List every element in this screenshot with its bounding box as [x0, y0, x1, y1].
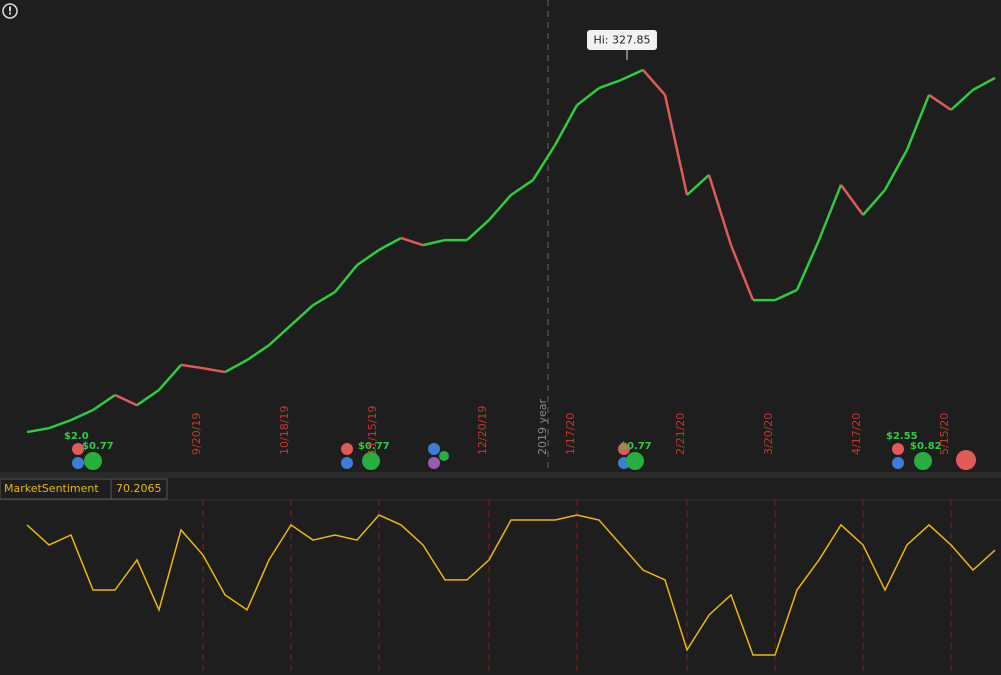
- alert-icon[interactable]: [2, 3, 18, 19]
- alert-icon-mark: !: [7, 5, 12, 18]
- dividend-icon[interactable]: [439, 451, 449, 461]
- price-segment: [356, 248, 380, 267]
- price-segment: [48, 418, 72, 430]
- price-segment: [663, 94, 689, 196]
- event-label: $0.82: [910, 441, 942, 452]
- price-segment: [26, 426, 50, 434]
- earnings-icon[interactable]: [341, 443, 353, 455]
- price-segment: [729, 244, 755, 301]
- price-segment: [686, 174, 710, 196]
- price-segment: [400, 236, 424, 247]
- event-label: $2.55: [886, 431, 918, 442]
- price-segment: [312, 290, 336, 307]
- sentiment-panel: [0, 478, 1001, 675]
- x-date-label: 2/21/20: [674, 413, 687, 455]
- price-segment: [202, 366, 226, 374]
- year-label: 2019 year: [536, 398, 549, 455]
- dividend-icon[interactable]: [626, 452, 644, 470]
- price-segment: [950, 88, 974, 111]
- price-segment: [883, 149, 909, 191]
- price-segment: [158, 364, 182, 391]
- earnings-icon[interactable]: [892, 443, 904, 455]
- dividend-icon[interactable]: [914, 452, 932, 470]
- price-segment: [642, 69, 666, 96]
- x-date-label: 3/20/20: [762, 413, 775, 455]
- price-segment: [620, 68, 644, 82]
- price-segment: [576, 87, 600, 107]
- price-segment: [862, 189, 886, 216]
- x-date-label: 4/17/20: [850, 413, 863, 455]
- price-segment: [136, 388, 160, 407]
- price-segment: [598, 78, 622, 90]
- price-segment: [422, 238, 446, 247]
- price-segment: [839, 184, 865, 216]
- x-date-label: 10/18/19: [278, 406, 291, 455]
- price-segment: [180, 363, 204, 370]
- idea-icon[interactable]: [428, 443, 440, 455]
- price-segment: [92, 394, 116, 412]
- price-segment: [510, 179, 534, 197]
- x-date-label: 11/15/19: [366, 406, 379, 455]
- event-label: $0.77: [620, 441, 652, 452]
- price-segment: [246, 344, 270, 362]
- price-segment: [114, 393, 138, 407]
- dividend-icon[interactable]: [84, 452, 102, 470]
- x-date-label: 5/15/20: [938, 413, 951, 455]
- x-date-label: 9/20/19: [190, 413, 203, 455]
- event-label: $0.77: [358, 441, 390, 452]
- earnings-icon[interactable]: [956, 450, 976, 470]
- idea-icon[interactable]: [341, 457, 353, 469]
- dividend-icon[interactable]: [362, 452, 380, 470]
- event-label: $2.0: [64, 431, 89, 442]
- price-segment: [928, 93, 952, 111]
- price-segment: [466, 219, 490, 242]
- price-segment: [378, 236, 402, 252]
- price-segment: [972, 76, 996, 91]
- price-segment: [774, 288, 798, 302]
- x-date-label: 12/20/19: [476, 406, 489, 455]
- idea-icon[interactable]: [892, 457, 904, 469]
- study-name: MarketSentiment: [4, 482, 99, 495]
- price-segment: [553, 104, 579, 146]
- x-date-label: 1/17/20: [564, 413, 577, 455]
- study-value-box: [110, 478, 168, 500]
- price-segment: [290, 304, 314, 327]
- event-label: $0.77: [82, 441, 114, 452]
- price-segment: [817, 184, 843, 241]
- price-segment: [334, 264, 358, 293]
- high-box: [587, 29, 657, 50]
- sentiment-line: [26, 514, 996, 656]
- price-segment: [268, 324, 292, 347]
- split-icon[interactable]: [428, 457, 440, 469]
- price-segment: [488, 194, 512, 221]
- event-icons: $2.0$0.77 $0.77 $0.77$2.55$0.82: [64, 431, 976, 470]
- price-segment: [795, 239, 821, 291]
- study-value: 70.2065: [116, 482, 162, 495]
- price-segment: [905, 94, 931, 151]
- price-panel: [0, 0, 1001, 472]
- price-segment: [224, 359, 248, 374]
- price-segment: [707, 174, 733, 246]
- price-segment: [70, 408, 94, 422]
- idea-icon[interactable]: [72, 457, 84, 469]
- earnings-icon[interactable]: [72, 443, 84, 455]
- panel-separator: [0, 472, 1001, 478]
- price-segment: [531, 144, 557, 181]
- earnings-icon[interactable]: [618, 443, 630, 455]
- high-label: Hi: 327.85: [593, 33, 650, 46]
